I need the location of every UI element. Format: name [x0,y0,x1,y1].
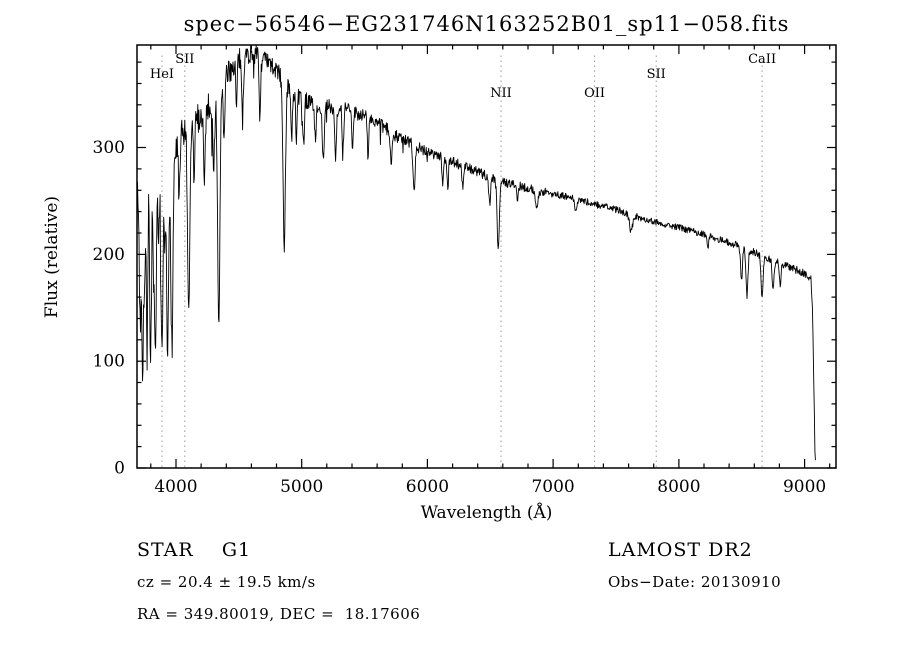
svg-text:8000: 8000 [657,477,700,497]
svg-text:300: 300 [93,138,125,158]
svg-text:HeI: HeI [150,67,174,82]
svg-text:5000: 5000 [280,477,323,497]
svg-text:6000: 6000 [406,477,449,497]
svg-text:SII: SII [175,52,194,67]
svg-text:4000: 4000 [154,477,197,497]
plot-axes-box [136,44,837,469]
object-class-label: STAR G1 [137,539,252,561]
svg-text:200: 200 [93,245,125,265]
x-axis-label: Wavelength (Å) [420,503,553,523]
svg-text:CaII: CaII [748,52,776,67]
spectrum-flux-line [136,44,816,461]
spectral-line-markers [161,53,763,467]
svg-text:NII: NII [490,86,512,101]
svg-text:0: 0 [114,459,125,479]
obs-date-value: Obs−Date: 20130910 [608,573,782,591]
y-axis-label: Flux (relative) [42,195,62,319]
svg-text:7000: 7000 [531,477,574,497]
cz-value: cz = 20.4 ± 19.5 km/s [137,573,316,591]
svg-text:9000: 9000 [783,477,826,497]
svg-text:100: 100 [93,352,125,372]
plot-title: spec−56546−EG231746N163252B01_sp11−058.f… [183,12,790,36]
ra-dec-value: RA = 349.80019, DEC = 18.17606 [137,605,421,623]
axis-tick-labels: 4000 5000 6000 7000 8000 9000 0 100 200 300 [93,138,827,497]
svg-text:SII: SII [647,67,666,82]
svg-text:OII: OII [584,86,605,101]
survey-name: LAMOST DR2 [608,539,753,561]
